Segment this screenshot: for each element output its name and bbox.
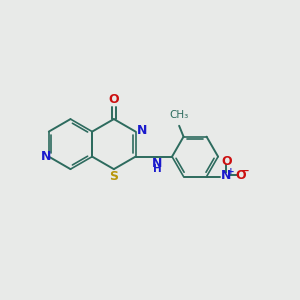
Text: N: N [152,158,162,170]
Text: N: N [137,124,148,137]
Text: N: N [221,169,232,182]
Text: S: S [109,170,118,183]
Text: N: N [41,150,52,163]
Text: O: O [109,93,119,106]
Text: +: + [227,167,235,176]
Text: CH₃: CH₃ [169,110,189,120]
Text: O: O [236,169,246,182]
Text: H: H [153,164,162,174]
Text: O: O [221,155,232,168]
Text: −: − [242,166,250,176]
